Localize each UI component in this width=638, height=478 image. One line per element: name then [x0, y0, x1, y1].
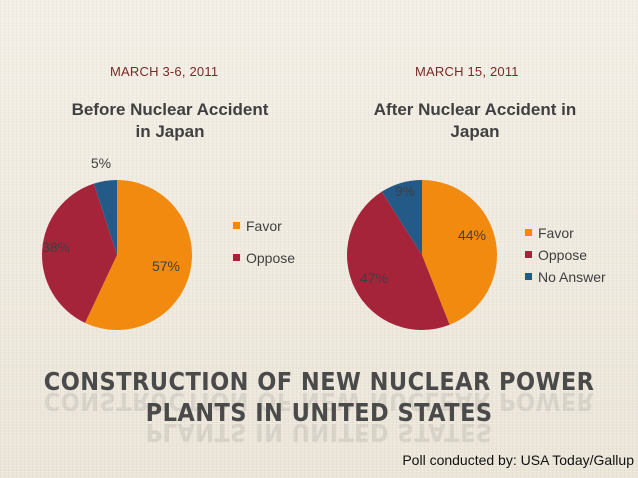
legend-item-favor: Favor: [525, 222, 606, 243]
no-answer-swatch: [525, 273, 532, 280]
right-title-line-1: After Nuclear Accident in: [373, 100, 577, 119]
legend-label: Oppose: [538, 246, 588, 263]
legend-label: Favor: [246, 217, 282, 234]
pie-slice-oppose: [41, 183, 117, 323]
data-label-no-answer: 9%: [395, 183, 415, 199]
source-credit: Poll conducted by: USA Today/Gallup: [402, 452, 634, 468]
left-chart-title: Before Nuclear Accident in Japan: [45, 99, 295, 143]
right-pie-chart: 44% 47% 9%: [346, 180, 497, 331]
legend-label: Favor: [538, 224, 574, 241]
legend-item-oppose: Oppose: [525, 244, 606, 265]
left-pie-chart: 57% 38% 5%: [41, 155, 193, 331]
oppose-swatch: [525, 251, 532, 258]
left-title-line-2: in Japan: [135, 122, 205, 141]
legend-label: No Answer: [538, 268, 606, 285]
heading-line-2: PLANTS IN UNITED STATES: [32, 397, 606, 428]
pie-slice-oppose: [346, 191, 450, 331]
right-chart-title: After Nuclear Accident in Japan: [345, 99, 605, 143]
left-chart-date: MARCH 3-6, 2011: [110, 64, 219, 79]
data-label-favor: 57%: [152, 258, 180, 274]
heading-line-1: CONSTRUCTION OF NEW NUCLEAR POWER: [32, 366, 606, 397]
legend-item-favor: Favor: [233, 216, 295, 235]
pie-slice-no-answer: [381, 180, 422, 255]
legend-label: Oppose: [246, 249, 296, 266]
favor-swatch: [233, 222, 240, 229]
right-legend: Favor Oppose No Answer: [525, 222, 606, 288]
left-title-line-1: Before Nuclear Accident: [71, 100, 269, 119]
right-title-line-2: Japan: [450, 122, 500, 141]
legend-item-no-answer: No Answer: [525, 266, 606, 287]
data-label-oppose: 47%: [360, 270, 388, 286]
pie-slice-favor: [422, 180, 497, 325]
pie-slice-no-answer: [93, 180, 117, 255]
main-heading: CONSTRUCTION OF NEW NUCLEAR POWER PLANTS…: [32, 366, 606, 428]
oppose-swatch: [233, 254, 240, 261]
data-label-no-answer: 5%: [91, 155, 111, 171]
data-label-favor: 44%: [458, 227, 486, 243]
data-label-oppose: 38%: [42, 239, 70, 255]
legend-item-oppose: Oppose: [233, 248, 295, 267]
pie-slice-favor: [85, 180, 193, 331]
favor-swatch: [525, 229, 532, 236]
left-legend: Favor Oppose: [233, 216, 295, 280]
right-chart-date: MARCH 15, 2011: [415, 64, 519, 79]
